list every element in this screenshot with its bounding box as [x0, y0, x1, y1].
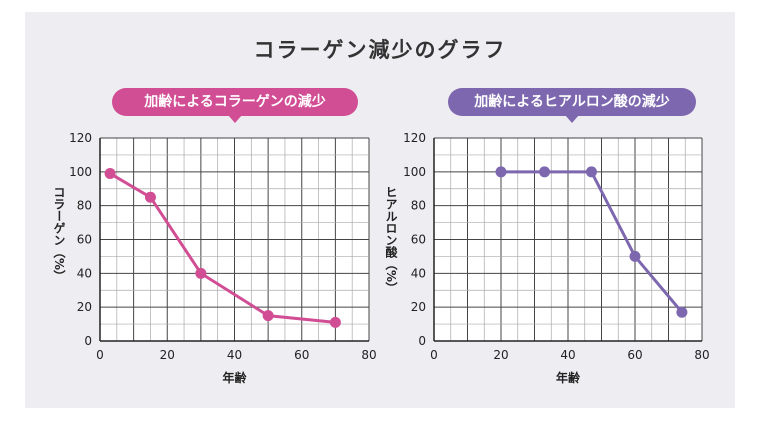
hyaluronic-x-tick-label: 60 [627, 348, 642, 362]
collagen-x-tick-label: 0 [96, 348, 104, 362]
collagen-y-tick-label: 0 [84, 334, 92, 348]
collagen-y-tick-label: 40 [77, 266, 92, 280]
hyaluronic-y-tick-label: 100 [403, 165, 426, 179]
collagen-x-tick-label: 20 [160, 348, 175, 362]
hyaluronic-y-tick-label: 120 [403, 131, 426, 145]
hyaluronic-x-tick-label: 0 [430, 348, 438, 362]
hyaluronic-x-tick-label: 40 [560, 348, 575, 362]
collagen-data-point [104, 168, 116, 180]
hyaluronic-y-tick-label: 40 [411, 266, 426, 280]
collagen-y-tick-label: 80 [77, 199, 92, 213]
collagen-data-point [262, 310, 274, 322]
left-chart-title: 加齢によるコラーゲンの減少 [144, 94, 326, 110]
left-chart-title-badge: 加齢によるコラーゲンの減少 [112, 88, 358, 123]
hyaluronic-y-tick-label: 0 [418, 334, 426, 348]
collagen-x-tick-label: 40 [227, 348, 242, 362]
right-badge-pointer [565, 115, 579, 123]
hyaluronic-y-tick-label: 60 [411, 233, 426, 247]
right-chart-title: 加齢によるヒアルロン酸の減少 [474, 94, 670, 110]
collagen-x-tick-label: 80 [361, 348, 376, 362]
hyaluronic-x-tick-label: 20 [493, 348, 508, 362]
hyaluronic-x-tick-label: 80 [694, 348, 709, 362]
hyaluronic-y-tick-label: 80 [411, 199, 426, 213]
collagen-data-point [329, 316, 341, 328]
left-y-axis-label: コラーゲン（%） [52, 186, 66, 283]
right-chart-title-badge: 加齢によるヒアルロン酸の減少 [448, 88, 696, 123]
collagen-y-tick-label: 120 [69, 131, 92, 145]
left-badge-pointer [228, 115, 242, 123]
collagen-y-tick-label: 100 [69, 165, 92, 179]
collagen-x-tick-label: 60 [294, 348, 309, 362]
collagen-x-axis-label: 年齢 [222, 370, 247, 385]
right-y-axis-label: ヒアルロン酸（%） [384, 186, 398, 295]
collagen-data-point [195, 267, 207, 279]
hyaluronic-acid-chart: 0 20 40 60 80 100 120 0 20 40 60 80 年齢 [403, 131, 710, 385]
hyaluronic-data-point [495, 166, 507, 178]
hyaluronic-data-point [629, 250, 641, 262]
collagen-y-tick-label: 60 [77, 233, 92, 247]
collagen-data-point [144, 191, 156, 203]
collagen-chart: 0 20 40 60 80 100 120 0 20 40 60 80 年齢 [69, 131, 377, 385]
page-title: コラーゲン減少のグラフ [253, 38, 507, 62]
hyaluronic-y-tick-label: 20 [411, 300, 426, 314]
hyaluronic-data-point [539, 166, 551, 178]
collagen-y-tick-label: 20 [77, 300, 92, 314]
hyaluronic-x-axis-label: 年齢 [556, 370, 581, 385]
hyaluronic-data-point [676, 306, 688, 318]
hyaluronic-data-point [585, 166, 597, 178]
